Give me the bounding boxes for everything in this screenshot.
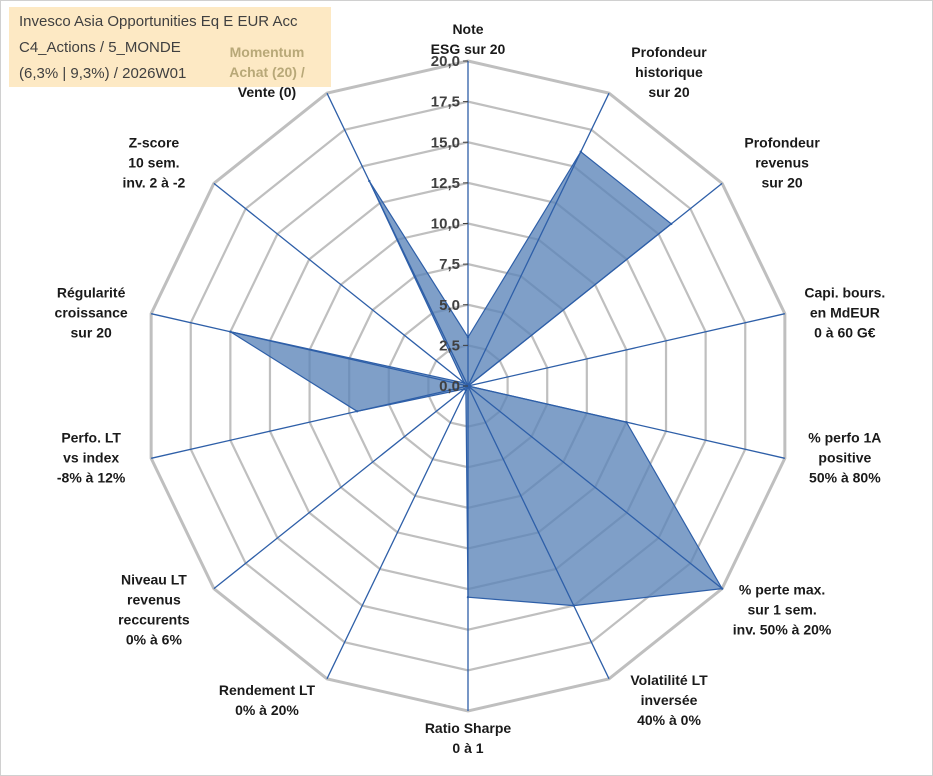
axis-label-line: Rendement LT [219, 682, 316, 698]
axis-label-line: sur 20 [761, 174, 802, 190]
axis-label: Rendement LT 0% à 20% [219, 682, 316, 718]
tick-label: 5,0 [439, 297, 460, 314]
tick-label: 2,5 [439, 337, 460, 354]
tick-label: 12,5 [431, 175, 460, 192]
axis-label-line: Momentum [230, 44, 305, 60]
axis-label-line: inversée [641, 692, 698, 708]
axis-label-line: Régularité [57, 285, 126, 301]
axis-spoke [326, 92, 469, 387]
tick-label: 20,0 [431, 53, 460, 70]
axis-label-line: % perfo 1A [808, 429, 881, 445]
axis-label-line: Z-score [129, 134, 180, 150]
fund-category: C4_Actions / 5_MONDE [19, 39, 181, 56]
axis-label-line: 40% à 0% [637, 712, 701, 728]
axis-label: Note ESG sur 20 [431, 21, 506, 57]
axis-label: Momentum Achat (20) / Vente (0) [229, 44, 305, 100]
axis-label-line: Profondeur [631, 44, 707, 60]
axis-label: Profondeur revenus sur 20 [744, 134, 820, 190]
axis-label: Capi. bours. en MdEUR 0 à 60 G€ [804, 285, 885, 341]
axis-label-line: en MdEUR [810, 305, 880, 321]
axis-label: Ratio Sharpe 0 à 1 [425, 720, 512, 756]
axis-label-line: Note [452, 21, 483, 37]
axis-label-line: inv. 50% à 20% [733, 622, 832, 638]
fund-performance-week: (6,3% | 9,3%) / 2026W01 [19, 65, 187, 82]
axis-label-line: Achat (20) / [229, 64, 305, 80]
axis-label-line: inv. 2 à -2 [123, 174, 186, 190]
axis-spoke [467, 313, 785, 387]
axis-label-line: -8% à 12% [57, 469, 126, 485]
axis-label-line: 10 sem. [128, 154, 179, 170]
axis-label: Régularité croissance sur 20 [55, 285, 128, 341]
axis-spoke [151, 313, 469, 387]
axis-label-line: revenus [755, 154, 809, 170]
axis-label-line: 0 à 1 [452, 740, 483, 756]
axis-label-line: croissance [55, 305, 128, 321]
axis-spoke [467, 92, 610, 387]
axis-label-line: 50% à 80% [809, 469, 881, 485]
axis-label-line: sur 1 sem. [747, 602, 816, 618]
axis-label-line: Perfo. LT [61, 429, 121, 445]
axis-label: % perfo 1A positive 50% à 80% [808, 429, 881, 485]
axis-label-line: ESG sur 20 [431, 41, 506, 57]
axis-label-line: sur 20 [648, 84, 689, 100]
axis-spoke [467, 385, 785, 459]
axis-label-line: Ratio Sharpe [425, 720, 512, 736]
axis-label-line: vs index [63, 449, 119, 465]
axis-label-line: Volatilité LT [630, 672, 708, 688]
tick-label: 7,5 [439, 256, 460, 273]
fund-name: Invesco Asia Opportunities Eq E EUR Acc [19, 13, 298, 30]
axis-label-line: sur 20 [71, 325, 112, 341]
axis-spoke [213, 182, 469, 387]
tick-label: 15,0 [431, 134, 460, 151]
axis-label-line: reccurents [118, 612, 190, 628]
title-box: Invesco Asia Opportunities Eq E EUR Acc … [9, 7, 331, 87]
axis-label-line: 0% à 20% [235, 702, 299, 718]
axis-spoke [467, 182, 723, 387]
axis-spoke [213, 385, 469, 590]
axis-label-line: 0% à 6% [126, 632, 183, 648]
axis-label: Z-score 10 sem. inv. 2 à -2 [123, 134, 186, 190]
axis-label-line: revenus [127, 592, 181, 608]
axis-label: Profondeur historique sur 20 [631, 44, 707, 100]
axis-label-line: 0 à 60 G€ [814, 325, 876, 341]
tick-label: 17,5 [431, 94, 460, 111]
axis-label-line: % perte max. [739, 582, 825, 598]
axis-label-line: Vente (0) [238, 84, 296, 100]
axis-label: Volatilité LT inversée 40% à 0% [630, 672, 708, 728]
axis-label-line: Profondeur [744, 134, 820, 150]
axis-label: Perfo. LT vs index -8% à 12% [57, 429, 126, 485]
axis-label-line: historique [635, 64, 703, 80]
axis-spoke [467, 385, 723, 590]
axis-label-line: positive [818, 449, 871, 465]
axis-label-line: Capi. bours. [804, 285, 885, 301]
tick-label: 0,0 [439, 378, 460, 395]
tick-label: 10,0 [431, 216, 460, 233]
axis-spoke [151, 385, 469, 459]
axis-spoke [467, 385, 610, 680]
axis-label-line: Niveau LT [121, 572, 187, 588]
axis-label: % perte max. sur 1 sem. inv. 50% à 20% [733, 582, 832, 638]
axis-label: Niveau LT revenus reccurents 0% à 6% [118, 572, 190, 648]
axis-spoke [326, 385, 469, 680]
